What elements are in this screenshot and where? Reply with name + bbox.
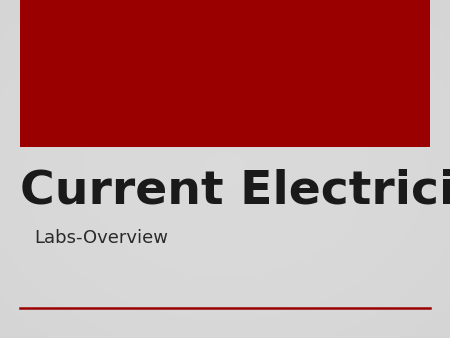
Text: Current Electricity: Current Electricity xyxy=(20,169,450,214)
Text: Labs-Overview: Labs-Overview xyxy=(34,229,168,247)
Bar xyxy=(20,0,430,147)
